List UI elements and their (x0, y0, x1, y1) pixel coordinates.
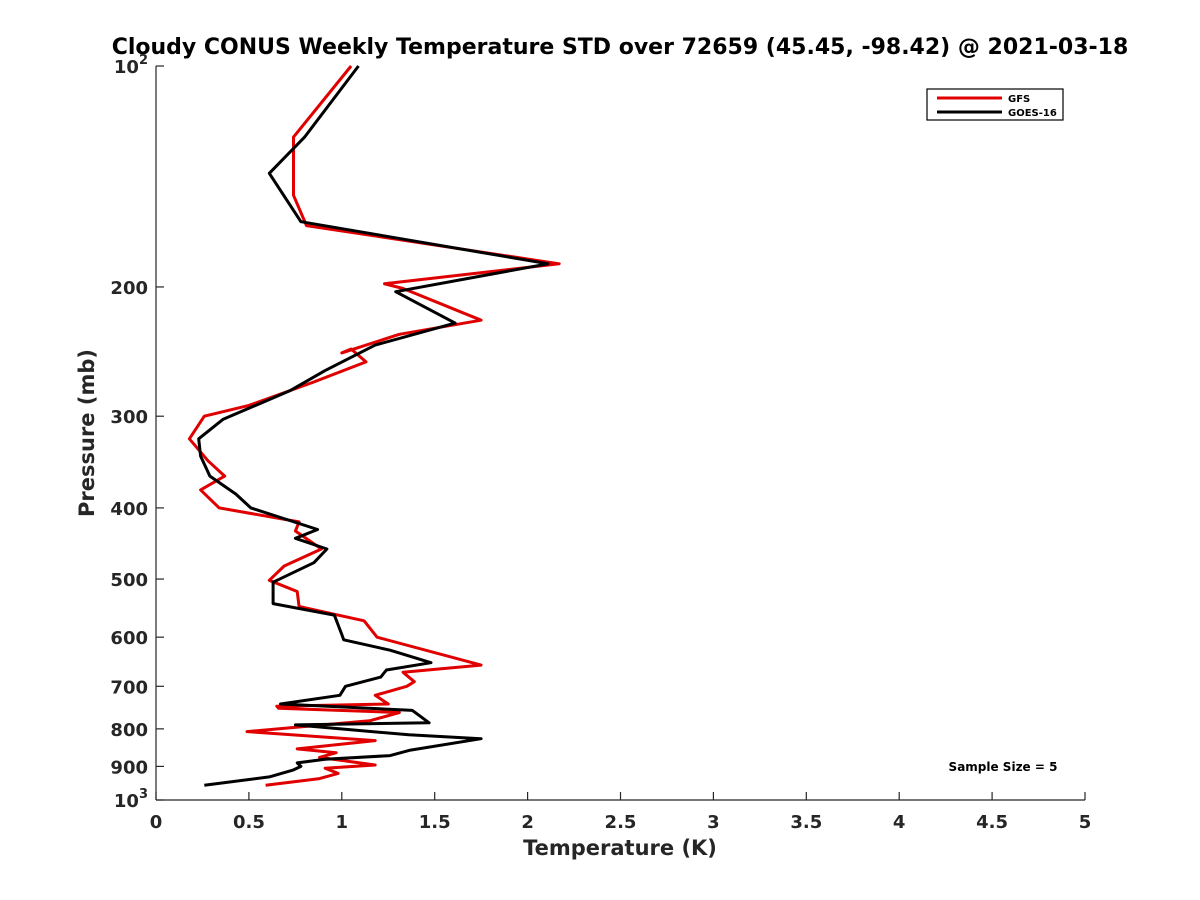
legend-box (926, 88, 1064, 121)
x-tick-label: 0 (150, 812, 163, 833)
x-axis-ticks: 0 0.5 1 1.5 2 2.5 3 3.5 4 4.5 5 (150, 792, 1092, 833)
y-tick-label: 800 (110, 720, 148, 741)
x-tick-label: 4.5 (976, 812, 1008, 833)
x-tick-label: 1 (336, 812, 349, 833)
y-tick-label: 700 (110, 677, 148, 698)
legend: GFS GOES-16 (926, 88, 1064, 121)
chart-title: Cloudy CONUS Weekly Temperature STD over… (112, 35, 1129, 60)
x-tick-label: 2 (521, 812, 534, 833)
y-axis-label: Pressure (mb) (75, 349, 99, 517)
y-tick-label: 500 (110, 570, 148, 591)
y-tick-label: 900 (110, 757, 148, 778)
sample-size-note: Sample Size = 5 (949, 760, 1058, 774)
y-tick-label: 300 (110, 407, 148, 428)
x-axis-label: Temperature (K) (523, 836, 717, 860)
y-tick-label: 400 (110, 499, 148, 520)
x-tick-label: 5 (1079, 812, 1092, 833)
y-tick-label: 600 (110, 628, 148, 649)
legend-label-goes-16: GOES-16 (1008, 108, 1057, 119)
x-tick-label: 0.5 (233, 812, 265, 833)
x-tick-label: 1.5 (419, 812, 451, 833)
x-tick-label: 2.5 (605, 812, 637, 833)
x-tick-label: 3 (707, 812, 720, 833)
x-tick-label: 3.5 (790, 812, 822, 833)
plot-area (155, 65, 1085, 801)
x-tick-label: 4 (893, 812, 906, 833)
y-tick-label: 103 (114, 787, 148, 812)
series-line-goes-16 (197, 65, 550, 787)
series-line-gfs (187, 65, 561, 787)
y-axis-ticks: 102 200 300 400 500 600 700 800 900 103 (110, 53, 164, 812)
legend-label-gfs: GFS (1008, 94, 1030, 105)
y-tick-label: 102 (114, 53, 148, 78)
y-tick-label: 200 (110, 278, 148, 299)
